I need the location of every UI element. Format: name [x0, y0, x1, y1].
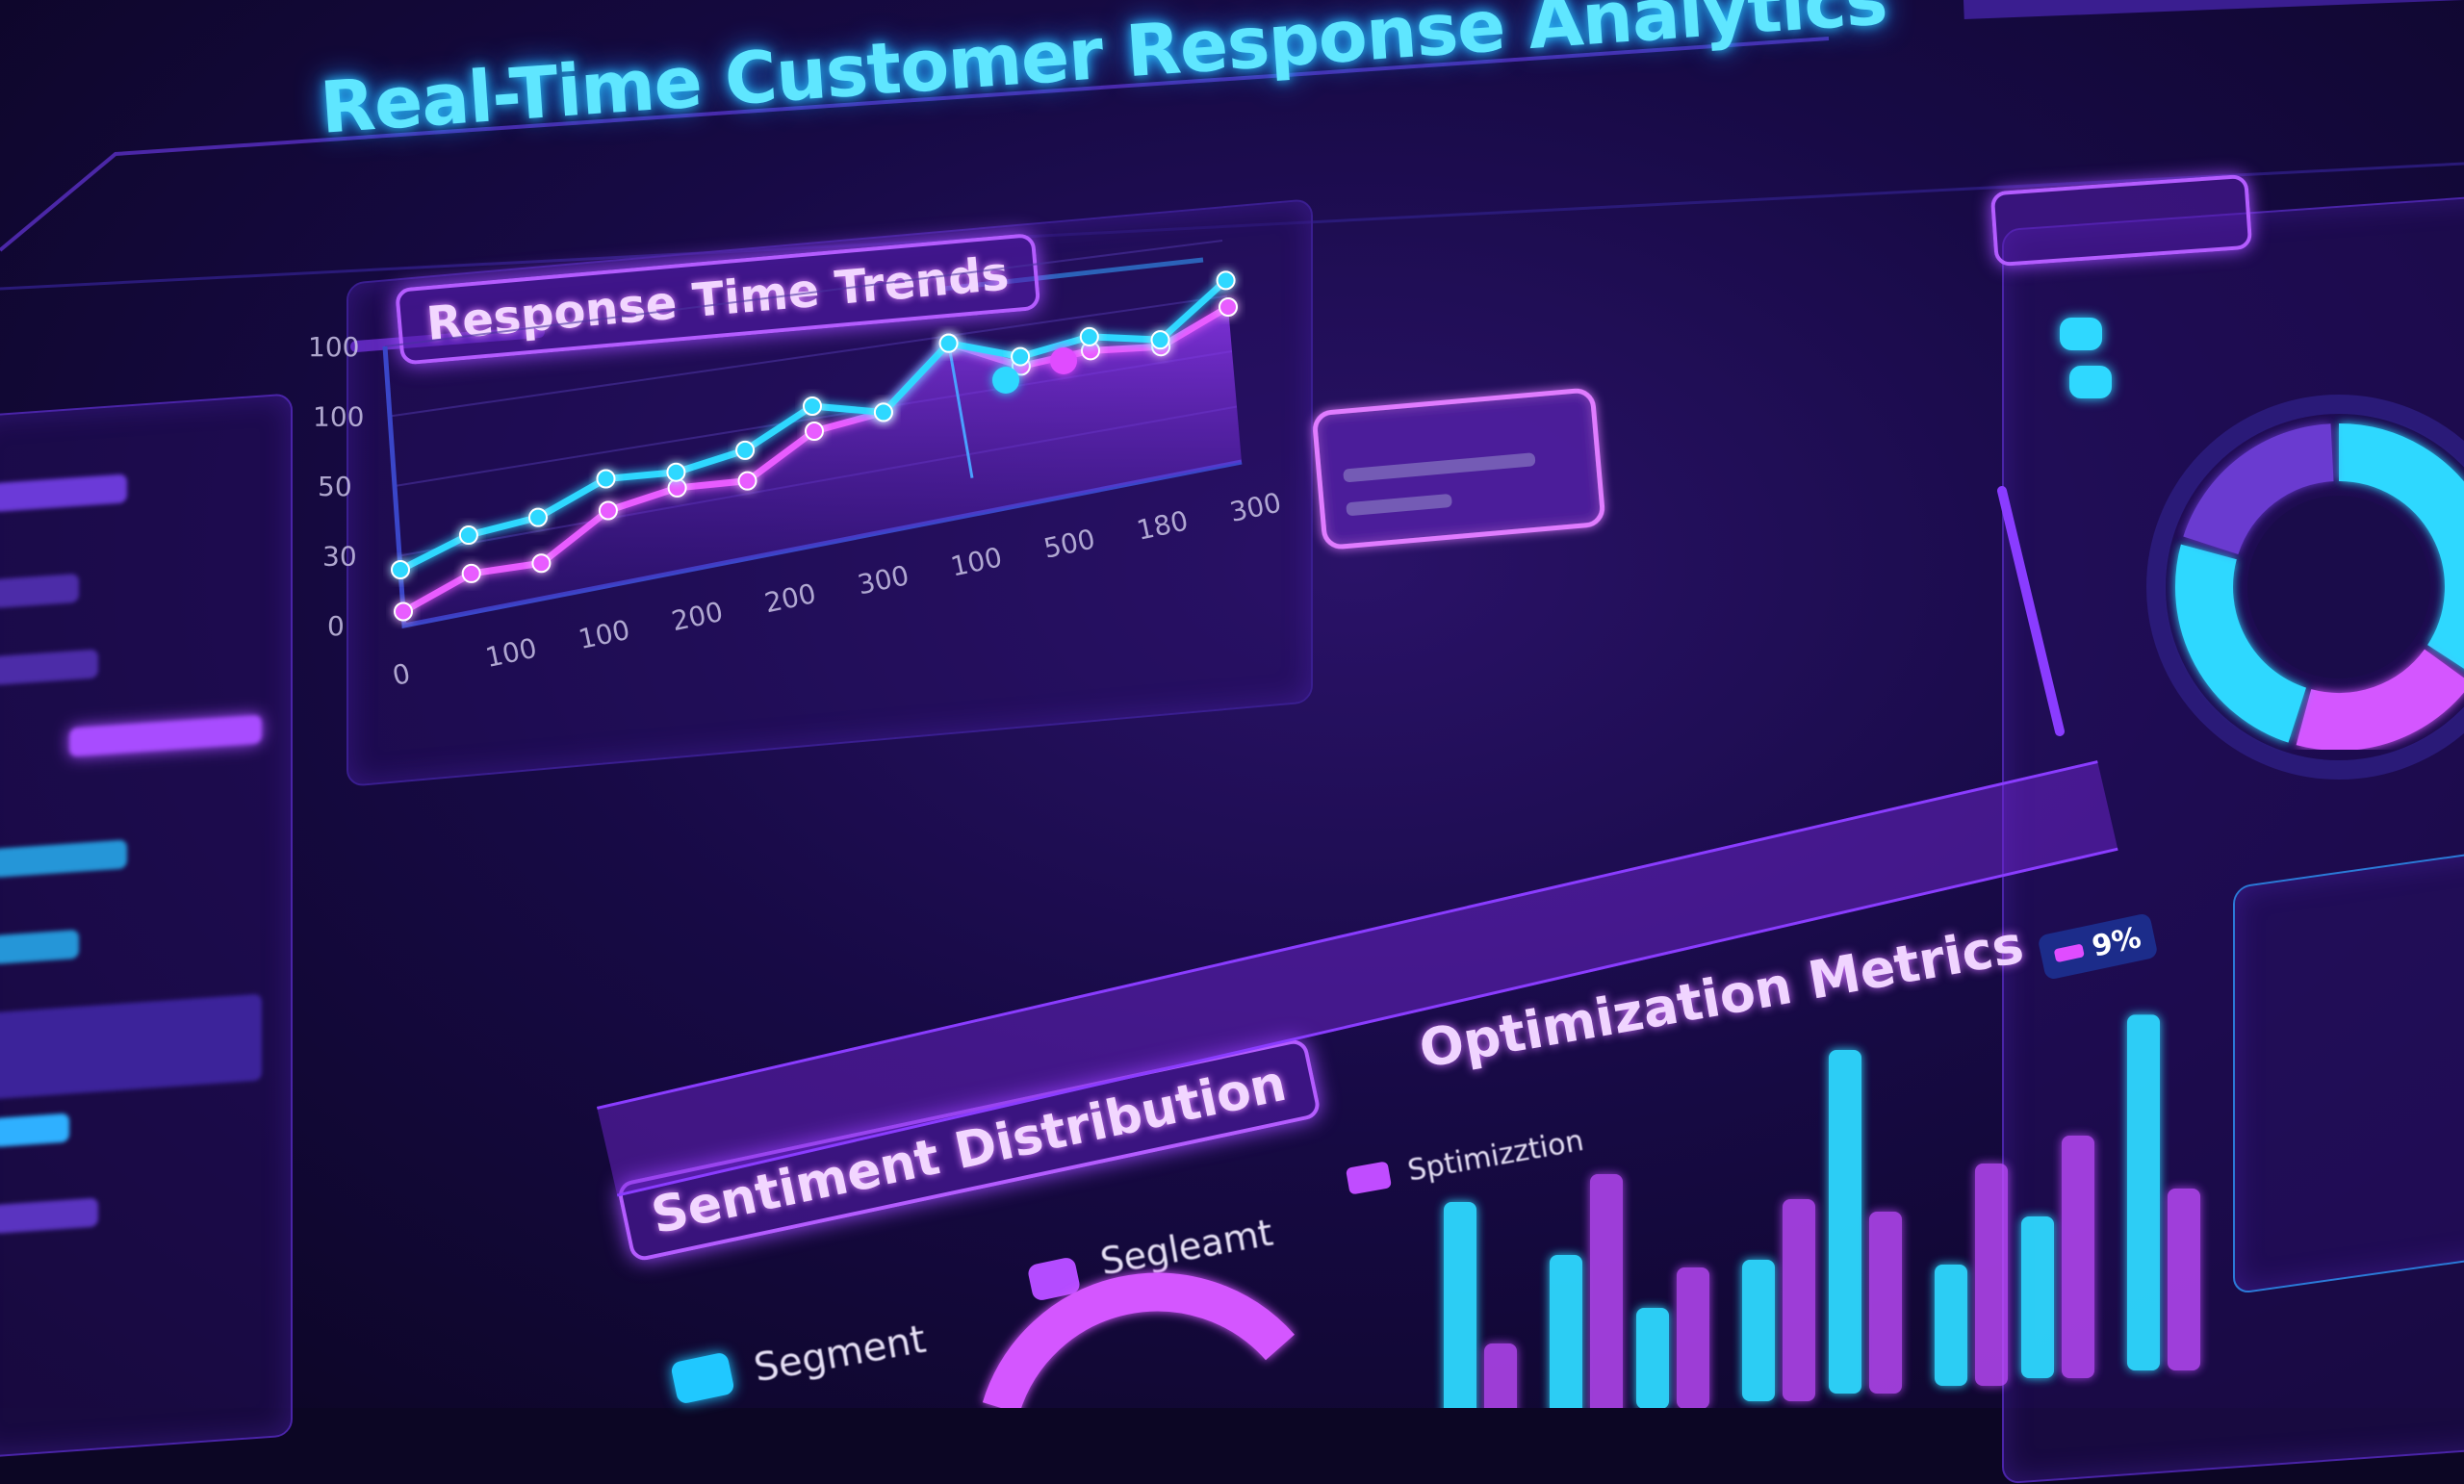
donut-slice[interactable] [2296, 648, 2464, 751]
bar[interactable] [1550, 1255, 1582, 1408]
data-point[interactable] [1011, 346, 1031, 367]
x-tick-label: 300 [1227, 487, 1284, 528]
y-tick-label: 100 [308, 331, 359, 363]
donut-chart [982, 395, 2464, 1408]
bar[interactable] [2062, 1136, 2094, 1378]
bar[interactable] [1590, 1174, 1623, 1408]
data-point[interactable] [394, 601, 413, 622]
data-point[interactable] [461, 563, 481, 583]
donut-center [2247, 496, 2430, 678]
bar[interactable] [1783, 1199, 1815, 1401]
y-tick-label: 100 [313, 401, 364, 433]
data-point[interactable] [735, 440, 756, 460]
x-tick-label: 500 [1040, 523, 1097, 564]
bar[interactable] [1677, 1267, 1709, 1408]
x-tick-label: 300 [855, 559, 911, 601]
data-point[interactable] [1219, 297, 1238, 317]
grid-line [384, 240, 1223, 347]
right-legend-dot [2060, 318, 2102, 350]
right-legend-dot [2069, 366, 2112, 398]
area-fill [403, 307, 1242, 626]
donut-slice[interactable] [2183, 423, 2335, 555]
bar[interactable] [1742, 1260, 1775, 1401]
data-point[interactable] [938, 333, 959, 353]
grid-line [389, 294, 1228, 418]
x-tick-label: 0 [390, 657, 413, 692]
bar[interactable] [1869, 1212, 1902, 1394]
x-tick-label: 200 [761, 577, 818, 619]
data-point[interactable] [1150, 330, 1170, 350]
bar[interactable] [1484, 1343, 1517, 1408]
data-point[interactable] [666, 462, 686, 482]
y-tick-label: 50 [318, 471, 352, 502]
data-point[interactable] [391, 560, 410, 579]
donut-outer-ring [2146, 395, 2464, 780]
chart-tooltip [1313, 388, 1605, 550]
optimization-bar-chart [1444, 1014, 2200, 1408]
donut-slice[interactable] [2175, 544, 2307, 743]
data-point[interactable] [737, 471, 757, 491]
x-tick-label: 200 [669, 596, 726, 637]
data-point[interactable] [458, 525, 478, 546]
scroll-accent [1997, 486, 2065, 736]
bar[interactable] [1975, 1164, 2008, 1386]
legend-dot-pink [1050, 347, 1077, 374]
donut-slice[interactable] [2338, 423, 2464, 669]
bar[interactable] [2021, 1216, 2054, 1378]
data-point[interactable] [596, 469, 616, 489]
hover-cursor-line [947, 343, 974, 478]
data-point[interactable] [1216, 270, 1236, 291]
bar[interactable] [2127, 1014, 2160, 1370]
y-tick-label: 0 [327, 610, 345, 642]
data-point[interactable] [873, 402, 893, 422]
data-point[interactable] [1079, 326, 1099, 346]
x-tick-label: 100 [948, 541, 1005, 582]
data-point[interactable] [528, 507, 548, 527]
bar[interactable] [1444, 1202, 1476, 1408]
data-point[interactable] [803, 397, 822, 416]
bar[interactable] [1829, 1050, 1861, 1394]
data-point[interactable] [531, 553, 552, 574]
x-tick-label: 100 [576, 614, 632, 655]
bar[interactable] [2168, 1189, 2200, 1370]
x-tick-label: 180 [1134, 504, 1191, 546]
data-point[interactable] [598, 500, 618, 521]
bar[interactable] [1636, 1308, 1669, 1408]
x-tick-label: 100 [482, 632, 539, 674]
sentiment-donut-slice[interactable] [982, 1272, 1295, 1408]
legend-dot-cyan [992, 367, 1019, 394]
bar[interactable] [1935, 1265, 1967, 1386]
y-tick-label: 30 [322, 541, 357, 573]
data-point[interactable] [805, 422, 824, 441]
